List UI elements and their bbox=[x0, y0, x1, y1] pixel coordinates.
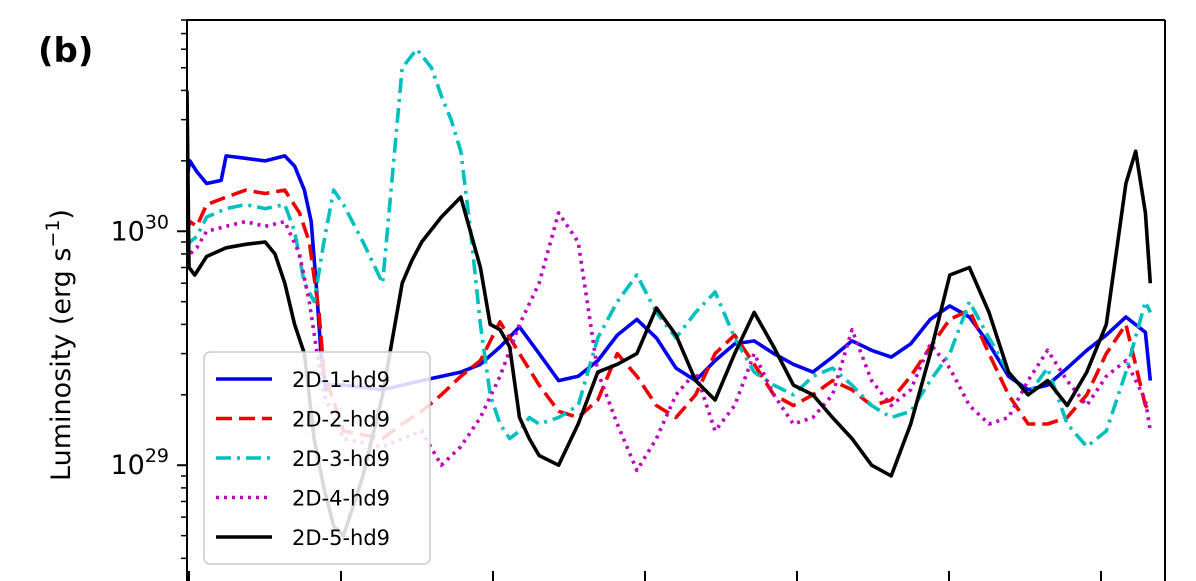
series-line-2 bbox=[187, 188, 1152, 441]
legend-label-4: 2D-4-hd9 bbox=[292, 487, 390, 511]
series-line-4 bbox=[187, 211, 1153, 473]
y-axis-label: Luminosity (erg s−1) bbox=[42, 209, 77, 481]
legend-label-2: 2D-2-hd9 bbox=[292, 408, 390, 432]
y-tick-label-exponent: 29 bbox=[145, 445, 169, 467]
series-layer bbox=[187, 47, 1153, 538]
y-axis-label-exponent: −1 bbox=[42, 220, 64, 248]
panel-label: (b) bbox=[38, 31, 93, 71]
y-tick-label: 1029 bbox=[110, 445, 169, 481]
y-tick-label-exponent: 30 bbox=[145, 211, 169, 233]
legend-label-3: 2D-3-hd9 bbox=[292, 447, 390, 471]
y-tick-label-base: 10 bbox=[110, 450, 144, 481]
series-line-3 bbox=[187, 47, 1152, 449]
legend-label-1: 2D-1-hd9 bbox=[292, 368, 390, 392]
series-line-1 bbox=[187, 154, 1153, 392]
y-axis-label-main: Luminosity (erg s bbox=[46, 248, 77, 481]
y-tick-label: 1030 bbox=[110, 211, 169, 247]
legend: 2D-1-hd9 2D-2-hd9 2D-3-hd9 2D-4-hd9 2D-5-hd9 bbox=[203, 351, 431, 565]
y-axis-label-close: ) bbox=[46, 209, 77, 220]
y-tick-label-base: 10 bbox=[110, 216, 144, 247]
legend-label-5: 2D-5-hd9 bbox=[292, 526, 390, 550]
legend-box bbox=[203, 351, 431, 565]
